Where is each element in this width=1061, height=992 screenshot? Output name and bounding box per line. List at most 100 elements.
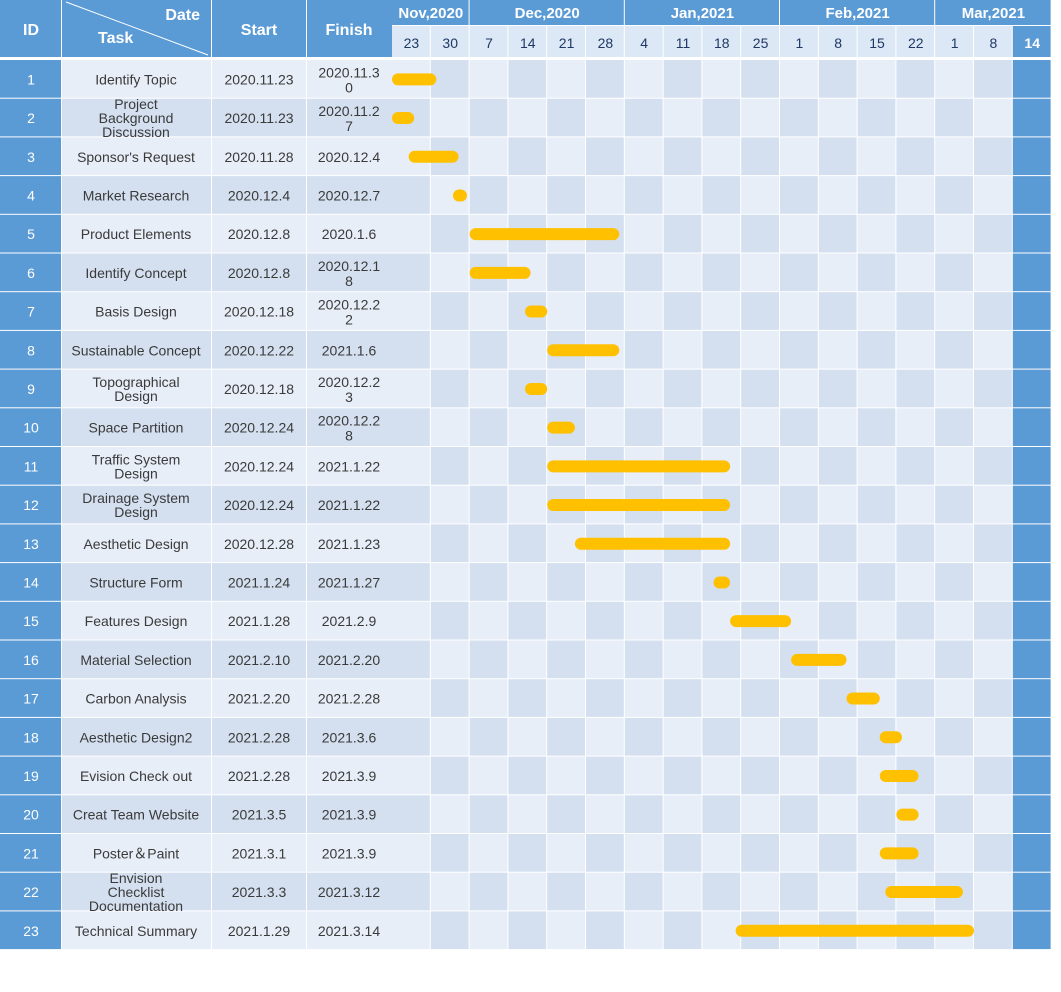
grid-cell bbox=[392, 292, 430, 330]
finish-cell bbox=[307, 756, 392, 795]
month-header-label: Jan,2021 bbox=[671, 5, 734, 22]
grid-cell bbox=[430, 485, 469, 524]
task-bar bbox=[408, 150, 459, 163]
grid-cell bbox=[896, 679, 935, 717]
finish-date: 2021.1.23 bbox=[318, 536, 380, 552]
task-name: Project Background Discussion bbox=[99, 96, 174, 140]
grid-cell bbox=[508, 679, 547, 717]
start-date: 2021.3.5 bbox=[232, 807, 287, 823]
grid-cell bbox=[780, 563, 818, 601]
id-label: 10 bbox=[23, 420, 39, 436]
grid-cell bbox=[702, 98, 741, 137]
start-date: 2021.3.3 bbox=[232, 884, 287, 900]
grid-cell bbox=[935, 137, 973, 176]
grid-cell bbox=[547, 137, 585, 176]
grid-cell bbox=[586, 408, 624, 446]
finish-cell bbox=[307, 601, 392, 640]
id-cell bbox=[0, 60, 61, 98]
grid-cell bbox=[663, 98, 702, 137]
id-cell bbox=[0, 137, 61, 176]
week-header-cell bbox=[974, 26, 1012, 57]
start-cell bbox=[212, 447, 306, 485]
start-header-label: Start bbox=[241, 22, 278, 39]
grid-cell bbox=[935, 447, 973, 485]
finish-cell bbox=[307, 872, 392, 911]
task-name: Carbon Analysis bbox=[85, 691, 186, 707]
week-header-label: 14 bbox=[520, 35, 536, 51]
grid-cell bbox=[702, 176, 741, 214]
start-cell bbox=[212, 601, 306, 640]
grid-cell bbox=[741, 292, 779, 330]
task-cell bbox=[62, 679, 211, 717]
grid-cell bbox=[818, 834, 857, 872]
grid-cell bbox=[896, 563, 935, 601]
task-cell bbox=[62, 640, 211, 679]
grid-cell bbox=[780, 408, 818, 446]
grid-cell bbox=[974, 292, 1012, 330]
id-label: 2 bbox=[27, 110, 35, 126]
grid-cell bbox=[508, 601, 547, 640]
grid-cell bbox=[663, 369, 702, 408]
grid-cell bbox=[857, 369, 896, 408]
grid-cell bbox=[1012, 524, 1051, 563]
grid-cell bbox=[702, 330, 741, 369]
start-cell bbox=[212, 911, 306, 950]
grid-cell bbox=[469, 795, 508, 833]
start-date: 2021.1.24 bbox=[228, 574, 290, 590]
grid-cell bbox=[974, 601, 1012, 640]
grid-cell bbox=[780, 98, 818, 137]
grid-cell bbox=[1012, 98, 1051, 137]
id-cell bbox=[0, 253, 61, 292]
grid-cell bbox=[741, 834, 779, 872]
grid-cell bbox=[702, 137, 741, 176]
grid-cell bbox=[780, 330, 818, 369]
grid-cell bbox=[974, 447, 1012, 485]
task-cell bbox=[62, 408, 211, 446]
grid-cell bbox=[818, 485, 857, 524]
grid-cell bbox=[624, 330, 663, 369]
week-header-cell bbox=[508, 26, 547, 57]
grid-cell bbox=[430, 872, 469, 911]
finish-date: 2020.12.2 3 bbox=[318, 374, 380, 405]
date-header-label: Date bbox=[165, 7, 200, 24]
id-cell bbox=[0, 214, 61, 253]
grid-cell bbox=[935, 292, 973, 330]
grid-cell bbox=[818, 60, 857, 98]
grid-cell bbox=[430, 834, 469, 872]
finish-cell bbox=[307, 137, 392, 176]
grid-cell bbox=[392, 563, 430, 601]
task-name: Drainage System Design bbox=[82, 490, 189, 520]
id-cell bbox=[0, 176, 61, 214]
grid-cell bbox=[508, 524, 547, 563]
grid-cell bbox=[935, 253, 973, 292]
grid-cell bbox=[702, 60, 741, 98]
grid-cell bbox=[818, 524, 857, 563]
grid-cell bbox=[780, 447, 818, 485]
task-name: Poster＆Paint bbox=[93, 845, 179, 861]
grid-cell bbox=[780, 834, 818, 872]
grid-cell bbox=[624, 756, 663, 795]
grid-cell bbox=[586, 717, 624, 756]
grid-cell bbox=[508, 911, 547, 950]
start-cell bbox=[212, 253, 306, 292]
grid-cell bbox=[857, 524, 896, 563]
grid-cell bbox=[663, 330, 702, 369]
grid-cell bbox=[857, 447, 896, 485]
grid-cell bbox=[1012, 679, 1051, 717]
task-name: Traffic System Design bbox=[92, 451, 181, 481]
grid-cell bbox=[857, 330, 896, 369]
grid-cell bbox=[663, 563, 702, 601]
grid-cell bbox=[741, 369, 779, 408]
grid-cell bbox=[663, 756, 702, 795]
grid-cell bbox=[469, 369, 508, 408]
week-header-label: 23 bbox=[404, 35, 420, 51]
finish-date: 2021.1.22 bbox=[318, 458, 380, 474]
task-bar bbox=[879, 769, 919, 782]
grid-cell bbox=[586, 137, 624, 176]
task-bar bbox=[392, 112, 415, 125]
grid-cell bbox=[430, 563, 469, 601]
task-bar bbox=[525, 305, 548, 318]
grid-cell bbox=[469, 911, 508, 950]
grid-cell bbox=[974, 98, 1012, 137]
week-header-label: 14 bbox=[1024, 35, 1040, 51]
